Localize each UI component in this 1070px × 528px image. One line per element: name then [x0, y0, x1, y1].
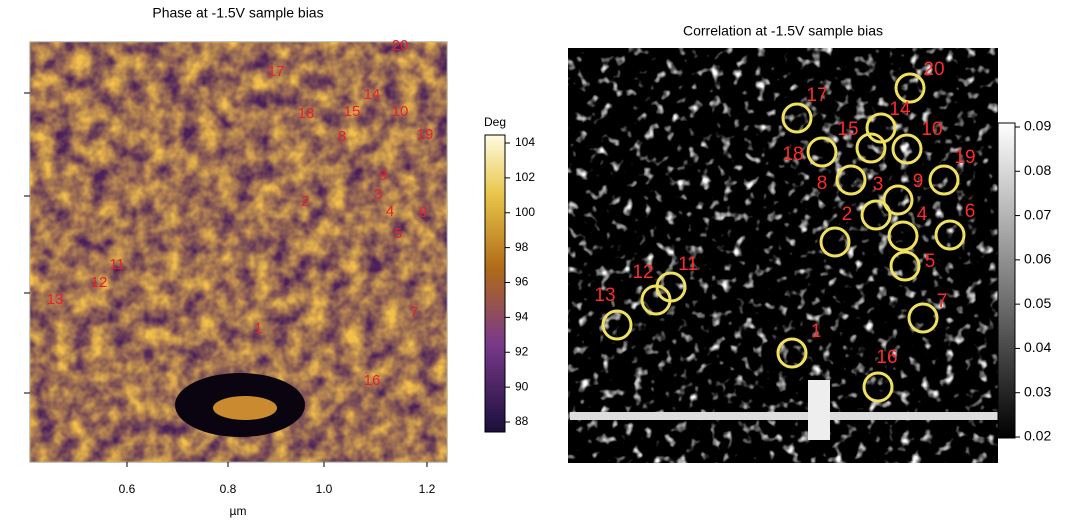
site-label: 14 — [364, 86, 381, 103]
site-label: 1 — [254, 320, 262, 337]
site-circle — [865, 112, 897, 144]
site-label: 15 — [837, 119, 858, 140]
colorbar — [484, 134, 506, 433]
site-label: 10 — [921, 119, 942, 140]
site-circle — [894, 72, 926, 104]
site-label: 4 — [386, 203, 394, 220]
colorbar-tick-label: 100 — [515, 205, 535, 219]
site-label: 9 — [913, 171, 924, 192]
streak — [570, 412, 998, 420]
site-circle — [928, 164, 960, 196]
streak — [808, 380, 830, 440]
site-circle — [855, 132, 887, 164]
site-label: 4 — [917, 204, 928, 225]
colorbar-tick-label: 0.08 — [1024, 162, 1051, 178]
site-circle — [882, 184, 914, 216]
colorbar-tick-label: 0.07 — [1024, 206, 1051, 222]
site-label: 18 — [298, 105, 315, 122]
x-tick-label: 0.8 — [220, 482, 237, 496]
site-label: 2 — [301, 193, 309, 210]
colorbar-tick-label: 96 — [515, 275, 529, 289]
site-label: 14 — [889, 99, 911, 120]
panel-title: Phase at -1.5V sample bias — [152, 5, 323, 21]
x-axis-label: µm — [230, 504, 247, 518]
site-label: 19 — [417, 126, 434, 143]
site-circle — [601, 309, 633, 341]
site-label: 7 — [410, 304, 418, 321]
site-circle — [891, 133, 923, 165]
site-label: 17 — [268, 63, 285, 80]
colorbar-tick-label: 0.03 — [1024, 383, 1051, 399]
site-label: 10 — [392, 103, 409, 120]
site-label: 12 — [632, 262, 653, 283]
site-circle — [819, 226, 851, 258]
site-label: 11 — [109, 256, 125, 273]
colorbar-tick-label: 88 — [515, 414, 529, 428]
site-label: 3 — [873, 174, 884, 195]
colorbar-tick-label: 0.02 — [1024, 428, 1051, 444]
x-tick-label: 0.6 — [119, 482, 136, 496]
site-label: 13 — [594, 285, 615, 306]
site-label: 18 — [782, 144, 803, 165]
site-label: 6 — [965, 201, 976, 222]
panel-title: Correlation at -1.5V sample bias — [683, 23, 883, 39]
site-label: 7 — [937, 291, 948, 312]
site-circle — [934, 219, 966, 251]
colorbar-tick-label: 98 — [515, 240, 529, 254]
colorbar-tick-label: 102 — [515, 170, 535, 184]
colorbar-tick-label: 0.04 — [1024, 339, 1051, 355]
site-label: 2 — [842, 204, 853, 225]
site-label: 9 — [379, 167, 387, 184]
colorbar-tick-label: 0.09 — [1024, 118, 1051, 134]
colorbar-tick-label: 0.05 — [1024, 295, 1051, 311]
site-label: 3 — [374, 186, 382, 203]
site-circle — [860, 199, 892, 231]
site-label: 5 — [394, 225, 402, 242]
site-label: 15 — [344, 103, 361, 120]
colorbar-tick-label: 92 — [515, 344, 529, 358]
site-label: 8 — [338, 128, 346, 145]
colorbar-unit: Deg — [484, 115, 506, 129]
colorbar-tick-label: 0.06 — [1024, 251, 1051, 267]
site-label: 11 — [678, 254, 698, 275]
x-tick-label: 1.0 — [316, 482, 333, 496]
site-circle — [776, 337, 808, 369]
site-circle — [862, 371, 894, 403]
defect-core — [213, 396, 277, 420]
x-tick-label: 1.2 — [419, 482, 436, 496]
colorbar-tick-label: 104 — [515, 135, 535, 149]
site-label: 8 — [817, 173, 828, 194]
site-label: 5 — [925, 251, 936, 272]
colorbar-tick-label: 90 — [515, 379, 529, 393]
site-circle — [835, 164, 867, 196]
site-label: 1 — [811, 321, 822, 342]
site-label: 13 — [47, 291, 64, 308]
site-circle — [887, 220, 919, 252]
site-circle — [806, 136, 838, 168]
site-circle — [907, 302, 939, 334]
site-label: 17 — [806, 85, 827, 106]
site-label: 16 — [876, 347, 897, 368]
site-label: 6 — [419, 204, 427, 221]
site-label: 12 — [91, 274, 108, 291]
site-circle — [655, 271, 687, 303]
site-label: 16 — [364, 372, 381, 389]
site-label: 20 — [923, 59, 944, 80]
colorbar — [997, 122, 1016, 439]
site-circle — [889, 250, 921, 282]
site-label: 19 — [954, 147, 975, 168]
site-circle — [781, 102, 813, 134]
colorbar-tick-label: 94 — [515, 310, 529, 324]
site-label: 20 — [392, 37, 409, 54]
